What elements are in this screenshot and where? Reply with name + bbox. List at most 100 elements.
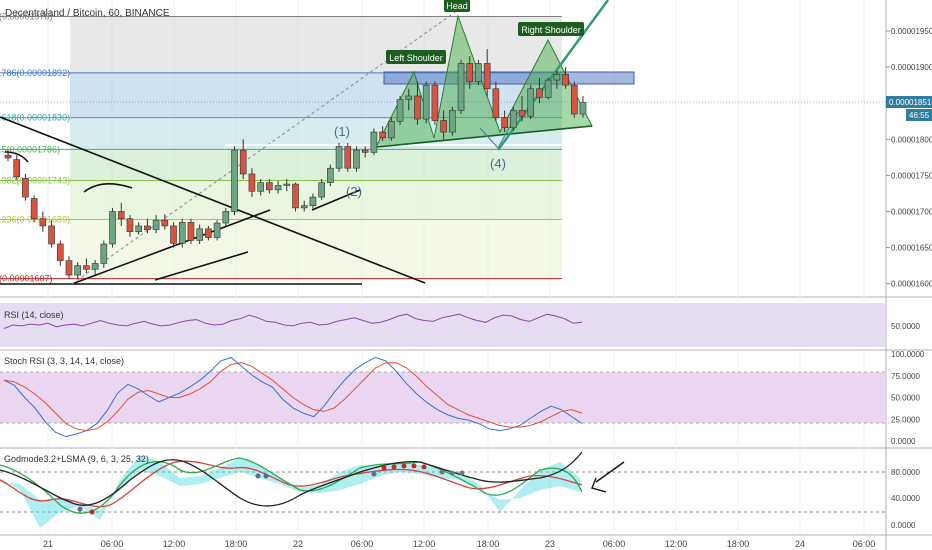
candle-body xyxy=(274,185,282,191)
label-right-shoulder: Right Shoulder xyxy=(518,22,584,36)
fib-zone-3 xyxy=(70,149,562,181)
rsi-pane[interactable]: RSI (14, close) xyxy=(0,303,886,347)
godmode-tick-label: 80.0000 xyxy=(891,468,920,477)
uptrend-line-1[interactable] xyxy=(71,209,271,285)
candle-body xyxy=(100,243,108,264)
candle-body xyxy=(492,88,500,118)
price-tick-label: 0.00001700 xyxy=(891,208,932,217)
uptrend-line-2[interactable] xyxy=(154,251,249,281)
stoch-tick-label: 75.0000 xyxy=(891,372,920,381)
fibonacci-retracement[interactable] xyxy=(70,16,562,279)
candle-body xyxy=(440,120,447,133)
candle-body xyxy=(518,110,526,117)
main-price-pane[interactable]: Decentraland / Bitcoin, 60, BINANCE 1(0.… xyxy=(0,0,635,285)
candle-body xyxy=(361,149,369,153)
candle-body xyxy=(370,131,378,153)
time-tick-label: 06:00 xyxy=(101,539,124,549)
stoch-tick-label: 0.0000 xyxy=(891,437,916,446)
candle-body xyxy=(527,88,535,117)
candle-body xyxy=(501,117,508,129)
time-tick-label: 06:00 xyxy=(853,539,876,549)
time-tick-label: 24 xyxy=(795,539,805,549)
dashed-trend-line[interactable] xyxy=(71,9,459,285)
fib-level-label: 1(0.00001970) xyxy=(0,12,53,22)
candle-body xyxy=(388,120,395,139)
stoch-title: Stoch RSI (3, 3, 14, 14, close) xyxy=(4,356,124,366)
downtrend-line[interactable] xyxy=(0,116,426,284)
stoch-d-line xyxy=(3,362,583,432)
countdown-badge xyxy=(906,109,932,121)
candle-body xyxy=(266,182,273,191)
checkmark-drawing[interactable] xyxy=(591,461,625,493)
candle-body xyxy=(56,243,64,261)
price-axis[interactable]: 0.000019500.000019000.000018500.00001800… xyxy=(0,27,932,530)
godmode-cloud xyxy=(0,455,580,528)
candle-body xyxy=(248,173,256,192)
arc-drawing-1[interactable] xyxy=(4,151,29,163)
fib-level-label: 0.618(0.00001830) xyxy=(0,113,70,123)
candle-body xyxy=(187,222,195,241)
candle-body xyxy=(91,263,99,270)
candle-body xyxy=(344,146,352,169)
stoch-rsi-pane[interactable]: Stoch RSI (3, 3, 14, 14, close) xyxy=(0,356,886,438)
candle-body xyxy=(13,159,21,178)
candle-body xyxy=(579,102,587,115)
time-tick-label: 18:00 xyxy=(727,539,750,549)
uptrend-line-3[interactable] xyxy=(311,189,361,211)
time-tick-label: 06:00 xyxy=(351,539,374,549)
candle-body xyxy=(39,218,47,227)
time-axis[interactable]: 21 06:00 12:00 18:00 22 06:00 12:00 18:00 23 06:0… xyxy=(43,539,875,549)
time-tick-label: 18:00 xyxy=(477,539,500,549)
time-tick-label: 18:00 xyxy=(225,539,248,549)
fib-level-label: 0.5(0.00001786) xyxy=(0,144,60,154)
candle-body xyxy=(170,225,177,244)
godmode-pane[interactable]: Godmode3.2+LSMA (9, 6, 3, 25, 32) xyxy=(0,451,886,528)
price-tick-label: 0.00001650 xyxy=(891,244,932,253)
godmode-tick-label: 0.0000 xyxy=(891,521,916,530)
godmode-blue-dots xyxy=(77,471,377,512)
candle-body xyxy=(510,110,517,129)
candle-body xyxy=(553,74,561,81)
candle-body xyxy=(335,146,343,169)
candle-body xyxy=(152,219,160,230)
price-tick-label: 0.00001800 xyxy=(891,135,932,144)
countdown-value: 46:55 xyxy=(909,111,930,120)
candle-body xyxy=(126,218,134,233)
candle-body xyxy=(536,88,543,98)
price-tick-label: 0.00001900 xyxy=(891,63,932,72)
candle-body xyxy=(178,222,186,244)
last-price-badge xyxy=(886,96,932,108)
neckline[interactable] xyxy=(375,125,593,148)
candle-body xyxy=(327,167,334,183)
candle-body xyxy=(396,99,404,122)
candle-body xyxy=(449,110,456,133)
candle-body xyxy=(222,211,230,224)
rsi-band xyxy=(0,303,886,347)
candle-body xyxy=(283,183,291,186)
candle-body xyxy=(48,225,55,245)
time-tick-label: 23 xyxy=(545,539,555,549)
godmode-gray-dots xyxy=(439,469,465,476)
candle-body xyxy=(161,219,169,227)
candle-body xyxy=(135,225,142,233)
candle-body xyxy=(318,182,325,198)
candle-body xyxy=(239,149,247,175)
stoch-tick-label: 50.0000 xyxy=(891,394,920,403)
candle-body xyxy=(144,225,151,230)
time-tick-label: 12:00 xyxy=(413,539,436,549)
trendline-drawings[interactable] xyxy=(0,116,426,285)
rsi-line xyxy=(3,313,583,330)
candlestick-series[interactable] xyxy=(4,49,587,279)
candle-body xyxy=(74,265,81,276)
label-head: Head xyxy=(444,0,470,12)
fib-level-label: 0.236(0.00001689) xyxy=(0,214,70,224)
time-tick-label: 06:00 xyxy=(603,539,626,549)
resistance-box[interactable] xyxy=(383,71,635,85)
arc-drawing-2[interactable] xyxy=(83,183,133,193)
candle-body xyxy=(405,95,413,100)
stoch-tick-label: 25.0000 xyxy=(891,415,920,424)
price-tick-label: 0.00001950 xyxy=(891,27,932,36)
candle-body xyxy=(22,177,29,198)
candle-body xyxy=(65,260,73,276)
